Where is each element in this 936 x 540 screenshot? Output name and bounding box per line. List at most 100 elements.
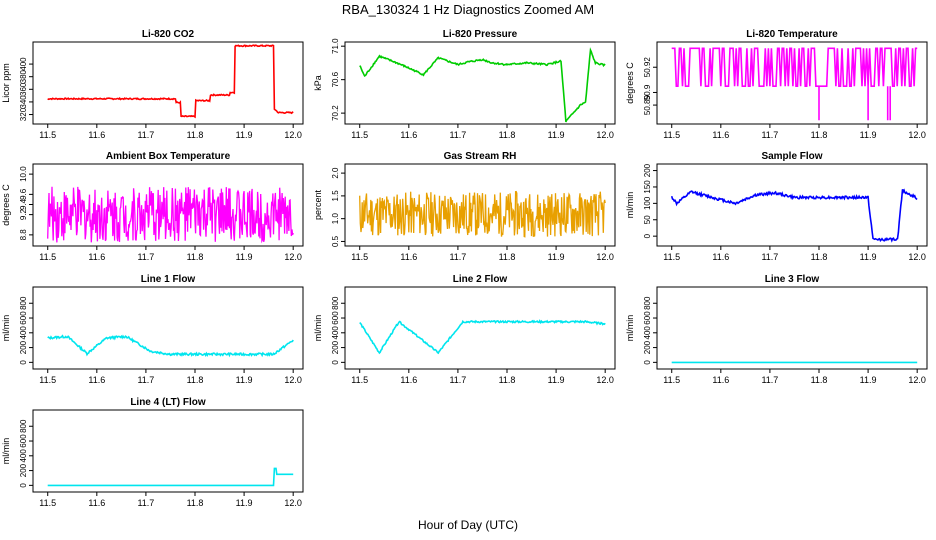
y-tick-label: 50 [643, 215, 652, 224]
y-tick-label: 9.6 [19, 188, 28, 200]
y-tick-label: 340 [19, 95, 28, 109]
x-tick-label: 11.8 [187, 252, 204, 262]
y-tick-label: 100 [643, 196, 652, 210]
y-axis-title: ml/min [313, 315, 323, 342]
panel-4: Ambient Box Temperature degrees C 11.5 11.6… [1, 151, 304, 262]
x-tick-label: 11.5 [351, 130, 368, 140]
series-line [359, 47, 606, 123]
x-tick-label: 12.0 [284, 498, 302, 508]
plot-frame [344, 286, 616, 370]
series-line [671, 47, 918, 121]
panel-2: Li-820 Pressure kPa 11.5 11.6 11.7 11.8 11.9 12… [313, 29, 616, 140]
x-tick-label: 11.5 [663, 252, 680, 262]
x-tick-label: 11.9 [548, 130, 565, 140]
x-tick-label: 12.0 [908, 130, 926, 140]
plot-frame [32, 41, 304, 125]
x-tick-label: 11.9 [860, 130, 877, 140]
panel-9: Line 3 Flow ml/min 11.5 11.6 11.7 11.8 11.9 12.… [625, 274, 928, 385]
y-tick-label: 2.0 [331, 167, 340, 179]
x-tick-label: 11.9 [236, 130, 253, 140]
x-tick-label: 11.8 [499, 252, 516, 262]
series-line [47, 44, 294, 119]
plot-frame [656, 163, 928, 247]
plot-frame [32, 286, 304, 370]
panel-5: Gas Stream RH percent 11.5 11.6 11.7 11.8 11.9… [313, 151, 616, 262]
panel-7: Line 1 Flow ml/min 11.5 11.6 11.7 11.8 11.9 12.… [1, 274, 304, 385]
y-tick-label: 1.0 [331, 213, 340, 225]
x-tick-label: 11.5 [351, 375, 368, 385]
y-tick-label: 360 [19, 82, 28, 96]
y-axis-title: kPa [313, 75, 323, 91]
plot-frame [656, 41, 928, 125]
y-tick-label: 50.92 [643, 57, 652, 78]
plot-frame [32, 409, 304, 493]
y-tick-label: 800 [643, 296, 652, 310]
panel-title: Sample Flow [761, 151, 822, 162]
x-tick-label: 11.8 [811, 375, 828, 385]
x-tick-label: 11.8 [187, 498, 204, 508]
y-tick-label: 0 [19, 360, 28, 365]
x-tick-label: 11.9 [548, 375, 565, 385]
y-tick-label: 0 [643, 233, 652, 238]
x-tick-label: 11.6 [400, 252, 417, 262]
x-tick-label: 12.0 [284, 375, 302, 385]
y-tick-label: 0 [19, 483, 28, 488]
x-tick-label: 11.8 [499, 375, 516, 385]
panel-title: Gas Stream RH [444, 151, 517, 162]
x-tick-label: 12.0 [596, 130, 614, 140]
panel-title: Li-820 Temperature [746, 29, 838, 40]
y-tick-label: 800 [19, 419, 28, 433]
y-tick-label: 8.8 [19, 229, 28, 241]
x-tick-label: 11.5 [39, 375, 56, 385]
plot-frame [344, 41, 616, 125]
y-tick-label: 200 [19, 463, 28, 477]
x-tick-label: 12.0 [284, 252, 302, 262]
panel-title: Line 4 (LT) Flow [130, 397, 206, 408]
series-line [47, 186, 294, 244]
x-tick-label: 11.7 [137, 375, 154, 385]
plot-frame [656, 286, 928, 370]
plot-frame [344, 163, 616, 247]
x-tick-label: 11.7 [449, 252, 466, 262]
x-tick-label: 11.6 [88, 498, 105, 508]
y-tick-label: 200 [19, 340, 28, 354]
series-line [359, 319, 606, 355]
y-tick-label: 200 [643, 340, 652, 354]
x-tick-label: 11.5 [39, 130, 56, 140]
x-tick-label: 11.8 [811, 252, 828, 262]
y-tick-label: 0.5 [331, 235, 340, 247]
y-tick-label: 400 [331, 326, 340, 340]
panel-6: Sample Flow ml/min 11.5 11.6 11.7 11.8 11.9 12.… [625, 151, 928, 262]
y-tick-label: 400 [19, 326, 28, 340]
panel-8: Line 2 Flow ml/min 11.5 11.6 11.7 11.8 11.9 12.… [313, 274, 616, 385]
x-tick-label: 11.8 [187, 130, 204, 140]
y-axis-title: ml/min [625, 315, 635, 342]
panel-title: Li-820 CO2 [142, 29, 195, 40]
x-tick-label: 11.9 [860, 252, 877, 262]
x-tick-label: 11.6 [712, 375, 729, 385]
y-axis-title: ml/min [1, 438, 11, 465]
y-axis-title: percent [313, 189, 323, 220]
panel-title: Ambient Box Temperature [106, 151, 231, 162]
y-axis-title: Licor ppm [1, 63, 11, 103]
series-line [47, 467, 294, 487]
y-tick-label: 600 [331, 311, 340, 325]
y-tick-label: 9.4 [19, 198, 28, 210]
y-tick-label: 9.2 [19, 209, 28, 221]
x-tick-label: 11.7 [449, 130, 466, 140]
x-tick-label: 11.6 [712, 130, 729, 140]
x-tick-label: 11.5 [39, 498, 56, 508]
y-tick-label: 200 [331, 340, 340, 354]
x-tick-label: 11.5 [351, 252, 368, 262]
panel-3: Li-820 Temperature degrees C 11.5 11.6 11.7 1… [625, 29, 928, 140]
x-tick-label: 11.9 [236, 498, 253, 508]
y-axis-title: degrees C [1, 184, 11, 226]
x-tick-label: 11.7 [449, 375, 466, 385]
y-tick-label: 380 [19, 69, 28, 83]
y-tick-label: 600 [643, 311, 652, 325]
x-tick-label: 11.6 [88, 252, 105, 262]
x-tick-label: 11.6 [88, 130, 105, 140]
y-tick-label: 0 [331, 360, 340, 365]
series-line [359, 190, 606, 238]
